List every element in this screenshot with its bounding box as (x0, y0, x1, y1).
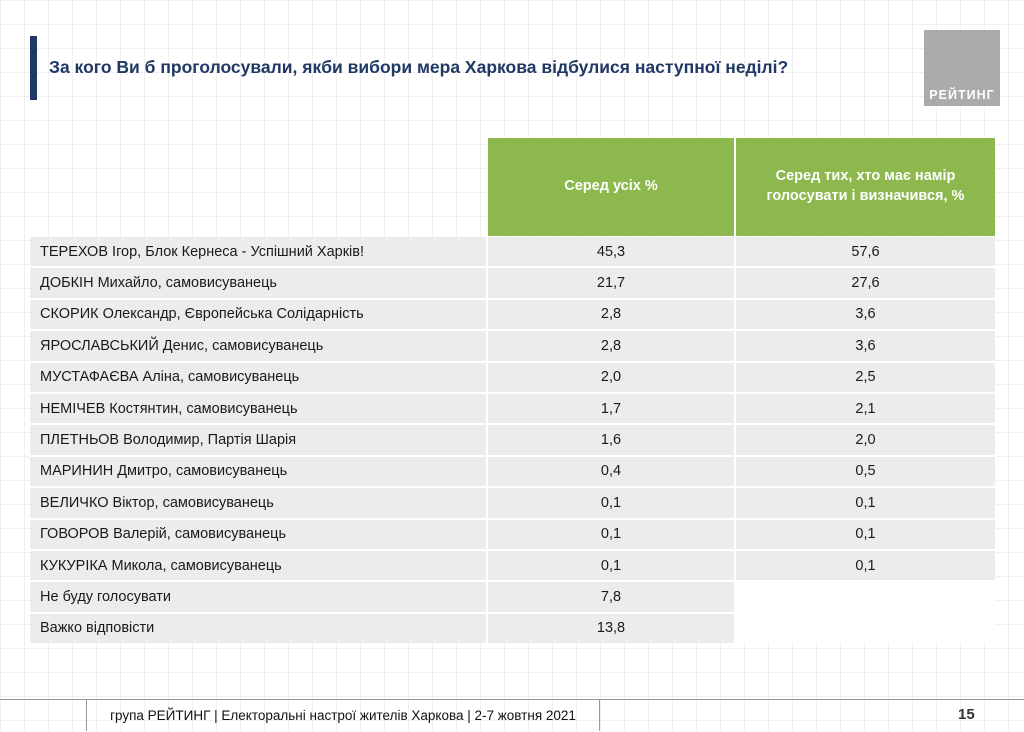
row-value-all: 2,0 (488, 362, 734, 392)
title-bar: За кого Ви б проголосували, якби вибори … (30, 36, 908, 100)
column-header-decided-voters: Серед тих, хто має намір голосувати і ви… (736, 138, 995, 236)
footer: група РЕЙТИНГ | Електоральні настрої жит… (86, 699, 600, 731)
row-candidate-name: ГОВОРОВ Валерій, самовисуванець (30, 519, 486, 549)
column-divider (734, 138, 736, 236)
row-value-all: 2,8 (488, 331, 734, 361)
row-candidate-name: КУКУРІКА Микола, самовисуванець (30, 550, 486, 581)
row-candidate-name: ТЕРЕХОВ Ігор, Блок Кернеса - Успішний Ха… (30, 237, 486, 267)
row-value-decided: 3,6 (736, 299, 995, 330)
rating-group-logo: РЕЙТИНГ (924, 30, 1000, 106)
row-candidate-name: МУСТАФАЄВА Аліна, самовисуванець (30, 362, 486, 392)
slide-title: За кого Ви б проголосували, якби вибори … (49, 57, 789, 78)
row-candidate-name: Не буду голосувати (30, 582, 486, 612)
row-value-decided: 0,1 (736, 488, 995, 518)
row-value-all: 45,3 (488, 237, 734, 267)
row-value-decided: 0,1 (736, 550, 995, 581)
row-value-all: 1,7 (488, 393, 734, 424)
row-value-decided: 2,0 (736, 425, 995, 455)
row-candidate-name: ДОБКІН Михайло, самовисуванець (30, 268, 486, 298)
row-value-decided: 3,6 (736, 331, 995, 361)
table-header-spacer (30, 138, 488, 236)
row-value-decided: 57,6 (736, 237, 995, 267)
row-value-decided (736, 614, 995, 643)
row-candidate-name: МАРИНИН Дмитро, самовисуванець (30, 456, 486, 487)
row-value-decided: 27,6 (736, 268, 995, 298)
row-value-all: 21,7 (488, 268, 734, 298)
footer-source-text: група РЕЙТИНГ | Електоральні настрої жит… (110, 707, 576, 723)
row-value-all: 7,8 (488, 582, 734, 612)
row-candidate-name: ЯРОСЛАВСЬКИЙ Денис, самовисуванець (30, 331, 486, 361)
table-header-row: Серед усіх % Серед тих, хто має намір го… (30, 138, 995, 236)
row-value-decided (736, 582, 995, 611)
row-value-all: 0,1 (488, 550, 734, 581)
row-value-all: 13,8 (488, 613, 734, 644)
row-value-decided: 0,5 (736, 456, 995, 487)
row-value-all: 0,1 (488, 488, 734, 518)
row-value-all: 0,4 (488, 456, 734, 487)
row-value-all: 0,1 (488, 519, 734, 549)
row-candidate-name: Важко відповісти (30, 613, 486, 644)
row-value-decided: 0,1 (736, 519, 995, 549)
rating-group-logo-label: РЕЙТИНГ (929, 88, 995, 102)
row-candidate-name: СКОРИК Олександр, Європейська Солідарніс… (30, 299, 486, 330)
poll-results-table: Серед усіх % Серед тих, хто має намір го… (30, 138, 995, 644)
row-candidate-name: ПЛЕТНЬОВ Володимир, Партія Шарія (30, 425, 486, 455)
row-value-all: 2,8 (488, 299, 734, 330)
footer-divider-line (0, 699, 1024, 700)
table-body: ТЕРЕХОВ Ігор, Блок Кернеса - Успішний Ха… (30, 237, 995, 644)
row-value-decided: 2,5 (736, 362, 995, 392)
row-value-all: 1,6 (488, 425, 734, 455)
page-number: 15 (958, 706, 975, 723)
row-candidate-name: ВЕЛИЧКО Віктор, самовисуванець (30, 488, 486, 518)
column-header-all-respondents: Серед усіх % (488, 138, 734, 236)
row-value-decided: 2,1 (736, 393, 995, 424)
row-candidate-name: НЕМІЧЕВ Костянтин, самовисуванець (30, 393, 486, 424)
